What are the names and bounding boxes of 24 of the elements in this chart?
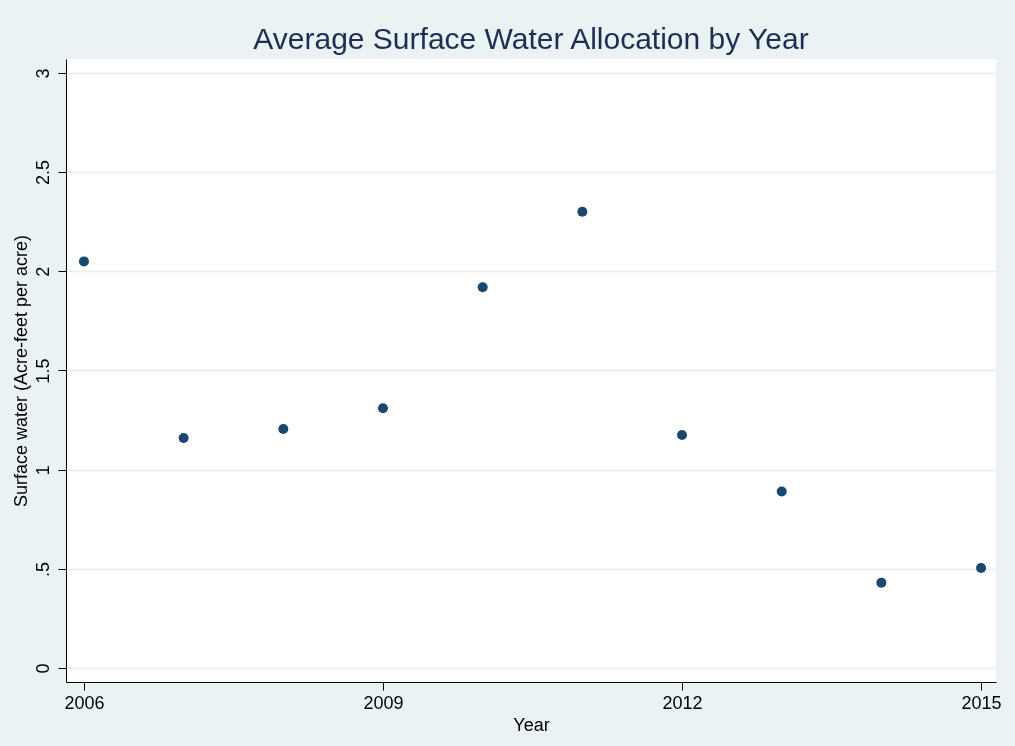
point	[976, 562, 987, 573]
point	[577, 206, 588, 217]
point	[278, 424, 289, 435]
point	[477, 282, 488, 293]
x-tick-label: 2009	[363, 692, 404, 713]
point	[78, 256, 89, 267]
point	[677, 429, 688, 440]
point	[876, 577, 887, 588]
chart-title: Average Surface Water Allocation by Year	[253, 22, 809, 55]
y-tick-label: 0	[32, 663, 53, 674]
x-tick-label: 2012	[662, 692, 703, 713]
point	[377, 403, 388, 414]
y-tick-label: .5	[32, 561, 53, 577]
x-tick-label: 2006	[64, 692, 105, 713]
y-tick-label: 3	[32, 68, 53, 79]
y-axis-title: Surface water (Acre-feet per acre)	[10, 234, 31, 508]
x-tick-label: 2015	[961, 692, 1002, 713]
y-tick-label: 2	[32, 266, 53, 277]
point	[776, 486, 787, 497]
x-axis-title: Year	[513, 714, 550, 735]
y-tick-label: 1	[32, 465, 53, 476]
y-tick-label: 1.5	[32, 358, 53, 384]
y-tick-label: 2.5	[32, 160, 53, 186]
point	[178, 432, 189, 443]
